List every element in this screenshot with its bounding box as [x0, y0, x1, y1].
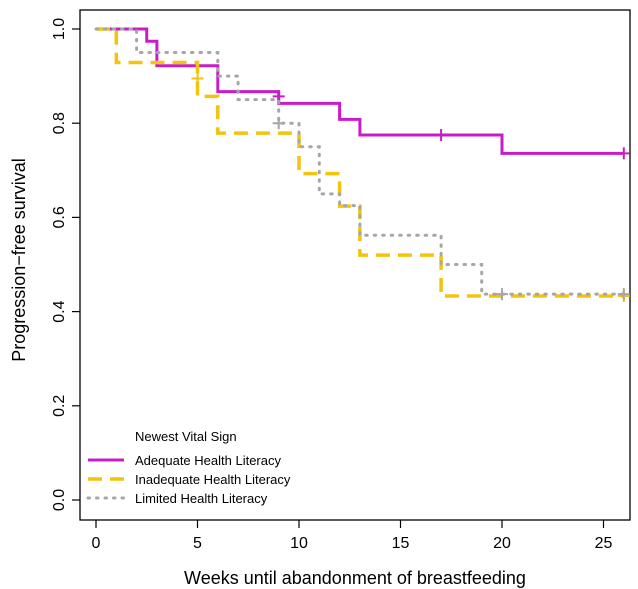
x-tick-label: 25	[595, 535, 613, 552]
legend-items: Adequate Health Literacy Inadequate Healt…	[86, 453, 291, 506]
y-tick-label: 0.2	[51, 395, 68, 417]
x-axis: 0 5 10 15 20 25	[92, 520, 613, 552]
legend-title: Newest Vital Sign	[135, 429, 237, 444]
legend-label-1: Adequate Health Literacy	[135, 453, 281, 468]
censor-mark	[617, 147, 630, 160]
y-tick-label: 0.0	[51, 489, 68, 511]
y-axis-label: Progression−free survival	[9, 158, 29, 362]
x-tick-label: 15	[392, 535, 410, 552]
censor-mark	[191, 72, 204, 85]
y-tick-label: 0.4	[51, 300, 68, 322]
x-axis-label: Weeks until abandonment of breastfeeding	[184, 568, 526, 588]
series-line-1	[96, 27, 624, 155]
censor-mark	[435, 128, 448, 141]
y-axis: 0.0 0.2 0.4 0.6 0.8 1.0	[51, 18, 80, 511]
series-layer	[94, 27, 630, 303]
legend: Newest Vital Sign Adequate Health Litera…	[86, 429, 291, 506]
y-tick-label: 0.6	[51, 206, 68, 228]
plot-area	[79, 9, 631, 521]
legend-label-3: Limited Health Literacy	[135, 491, 268, 506]
y-tick-label: 1.0	[51, 18, 68, 40]
plot-frame	[79, 9, 631, 521]
x-tick-label: 10	[290, 535, 308, 552]
y-tick-label: 0.8	[51, 112, 68, 134]
x-tick-label: 20	[493, 535, 511, 552]
x-tick-label: 5	[193, 535, 202, 552]
series-line-3	[94, 27, 626, 296]
series-line-2	[96, 27, 624, 298]
x-tick-label: 0	[92, 535, 101, 552]
legend-label-2: Inadequate Health Literacy	[135, 472, 291, 487]
censor-mark	[272, 117, 285, 130]
censor-mark	[617, 288, 630, 301]
censor-mark	[496, 288, 508, 301]
